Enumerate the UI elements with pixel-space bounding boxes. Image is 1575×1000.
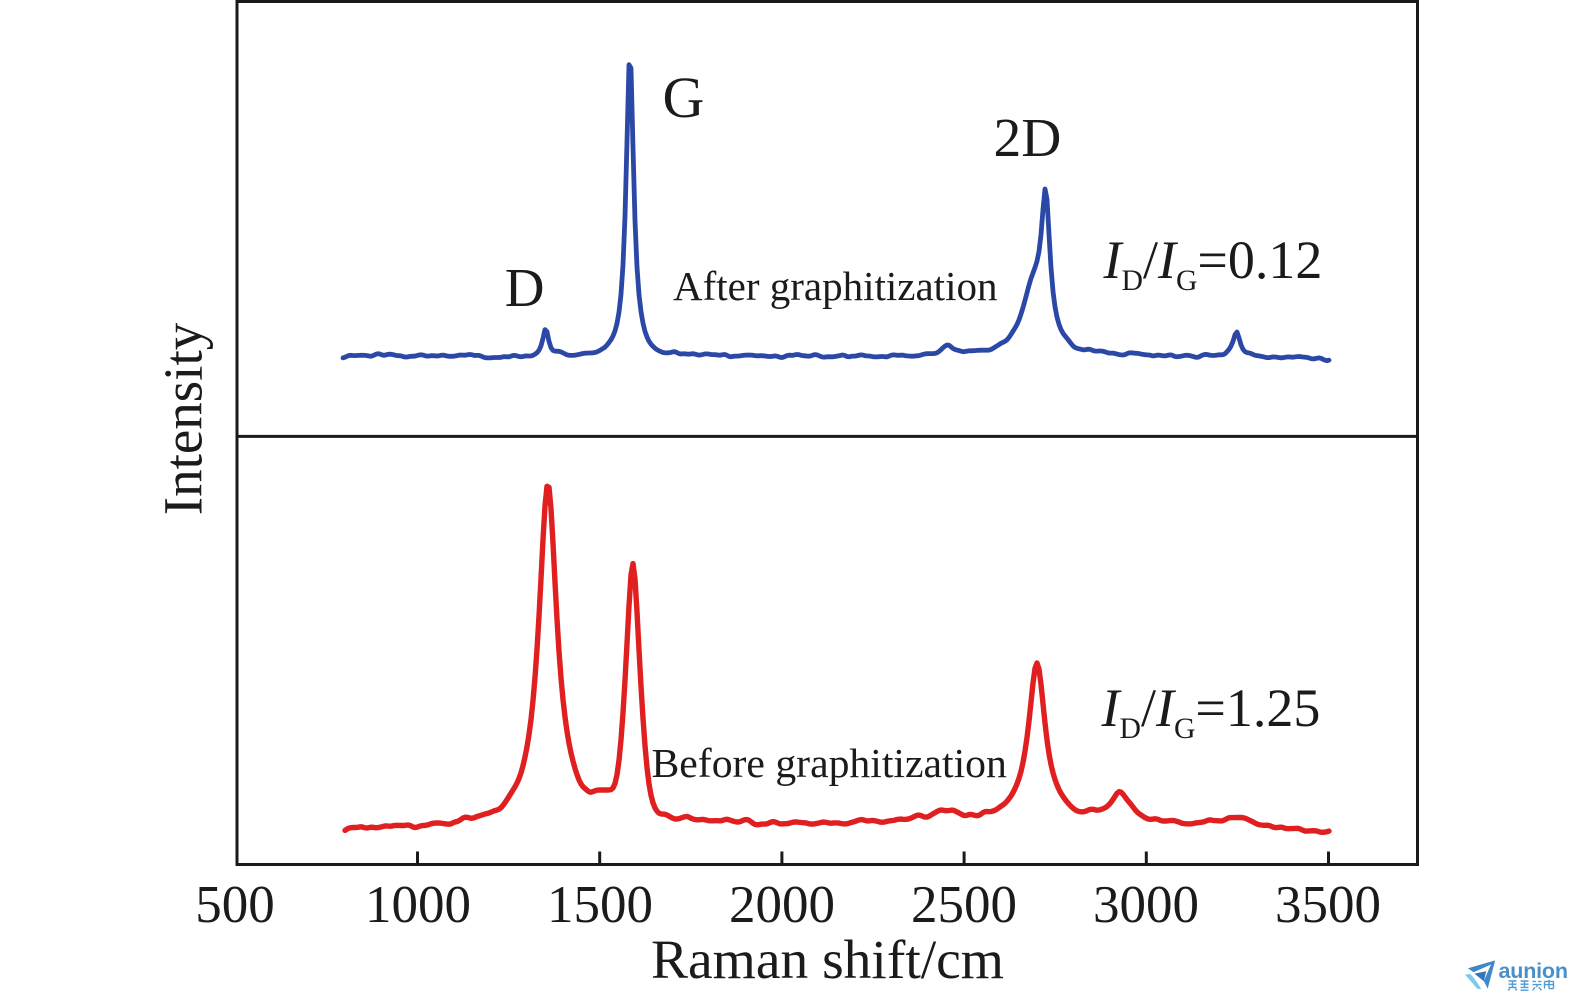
svg-text:aunion: aunion	[1499, 959, 1568, 983]
